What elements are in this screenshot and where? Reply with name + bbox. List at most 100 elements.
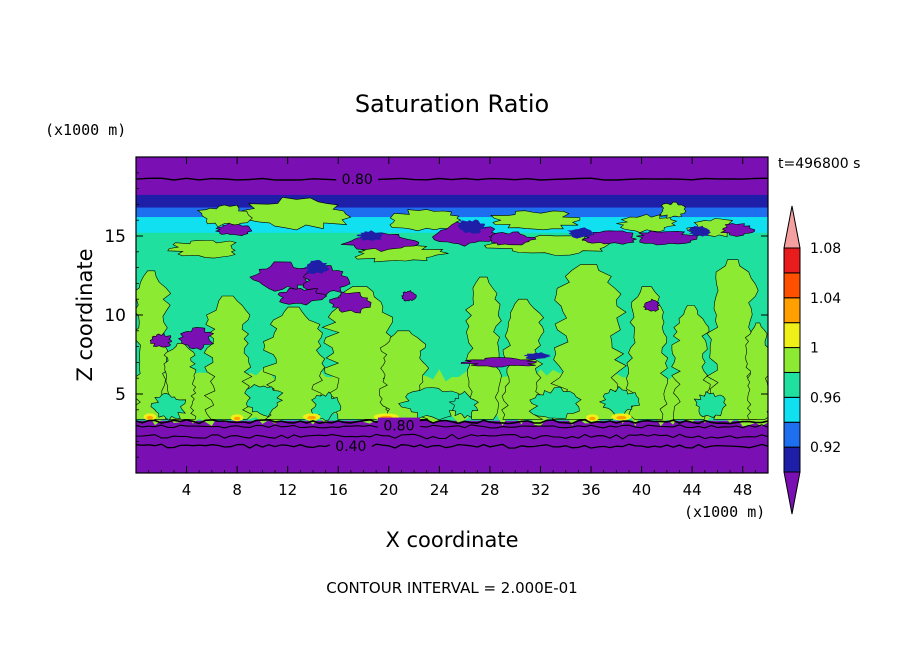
clear-air-pocket <box>150 392 187 421</box>
supersaturated-core <box>616 415 627 420</box>
upper-cloud-blob <box>389 209 467 232</box>
clear-air-pocket <box>244 384 284 417</box>
y-tick-label: 5 <box>115 385 126 405</box>
contour-field <box>136 157 768 473</box>
cloud-column <box>321 286 395 420</box>
contour-label-bg <box>336 171 379 187</box>
dry-patch <box>149 332 173 348</box>
x-tick-label: 20 <box>379 481 398 499</box>
x-tick-label: 4 <box>182 481 192 499</box>
x-unit-label: (x1000 m) <box>684 503 765 521</box>
colorbar-box <box>783 347 801 373</box>
colorbar-upper-triangle <box>783 205 801 249</box>
x-tick-label: 48 <box>733 481 752 499</box>
colorbar-box <box>783 396 801 423</box>
dark-blue-patch <box>523 352 552 360</box>
clear-air-pocket <box>528 386 582 419</box>
colorbar-tick-label: 1.08 <box>810 241 841 257</box>
cloud-column <box>744 322 768 420</box>
contour-label: 0.80 <box>383 419 414 435</box>
dark-blue-patch <box>457 219 487 234</box>
colorbar-box <box>783 446 801 473</box>
x-tick-label: 40 <box>632 481 651 499</box>
colorbar-lower-triangle <box>783 471 801 515</box>
clear-air-pocket <box>693 391 727 418</box>
dry-patch <box>340 232 420 252</box>
dry-patch <box>329 291 372 314</box>
dry-patch <box>636 230 698 246</box>
x-tick-label: 16 <box>329 481 348 499</box>
contour-label: 0.80 <box>342 172 373 188</box>
dry-patch <box>249 261 317 292</box>
x-tick-label: 36 <box>581 481 600 499</box>
cloud-column <box>203 295 253 420</box>
supersaturated-core <box>307 415 317 420</box>
contour-interval-label: CONTOUR INTERVAL = 2.000E-01 <box>326 579 577 597</box>
cloud-column <box>136 270 172 420</box>
dark-blue-patch <box>356 230 384 241</box>
contour-line-boundary-top <box>136 418 768 425</box>
dry-patch <box>720 223 755 237</box>
y-tick-label: 10 <box>104 306 126 326</box>
dry-patch <box>460 357 537 368</box>
contour-label: 0.40 <box>335 439 366 455</box>
contour-label-bg <box>329 438 372 454</box>
clear-air-pocket <box>310 391 342 422</box>
y-axis-label: Z coordinate <box>73 248 97 381</box>
colorbar-box <box>783 297 801 324</box>
y-unit-label: (x1000 m) <box>45 121 126 139</box>
clear-air-pocket <box>598 386 640 417</box>
upper-cloud-blob <box>490 210 581 231</box>
x-tick-label: 32 <box>531 481 550 499</box>
x-tick-label: 28 <box>480 481 499 499</box>
colorbar-box <box>783 371 801 398</box>
colorbar-tick-label: 1.04 <box>810 291 841 307</box>
dark-blue-patch <box>303 260 330 274</box>
cloud-column <box>671 305 711 420</box>
colorbar-tick-label: 0.92 <box>810 440 841 456</box>
x-axis-ticks: 4 8 12 16 20 24 28 32 36 40 44 48 <box>148 157 756 499</box>
x-tick-label: 24 <box>430 481 449 499</box>
contour-label-bg <box>377 417 420 433</box>
contour-line-0.40 <box>136 443 768 449</box>
colorbar-tick-label: 1 <box>810 341 819 357</box>
dry-patch <box>642 298 660 312</box>
colorbar-box <box>783 421 801 448</box>
x-tick-label: 12 <box>278 481 297 499</box>
dry-patch <box>177 327 215 351</box>
dark-blue-patch <box>687 225 711 237</box>
chart-title: Saturation Ratio <box>355 90 549 118</box>
supersaturated-core <box>146 415 154 420</box>
contour-line-0.60 <box>136 433 768 440</box>
contour-line-0.80-lower <box>136 424 768 429</box>
upper-cloud-blob <box>167 240 237 259</box>
dry-patch <box>581 230 638 245</box>
dry-patch <box>401 289 417 302</box>
dry-patch <box>490 231 537 246</box>
contour-lines <box>136 177 768 449</box>
x-tick-label: 44 <box>683 481 702 499</box>
upper-cloud-blob <box>616 213 678 233</box>
colorbar: 0.92 0.96 1 1.04 1.08 <box>783 205 841 515</box>
dark-blue-patch <box>566 227 597 239</box>
y-axis-ticks: 5 10 15 <box>104 172 768 458</box>
contour-labels: 0.80 0.80 0.40 <box>329 171 420 455</box>
supersaturated-core <box>233 416 241 421</box>
x-tick-label: 8 <box>232 481 242 499</box>
clear-air-pocket <box>398 387 464 421</box>
supersaturated-core <box>589 416 596 421</box>
y-tick-label: 15 <box>104 227 126 247</box>
colorbar-box <box>783 272 801 299</box>
contour-line-0.80-upper <box>136 177 768 181</box>
colorbar-box <box>783 322 801 349</box>
colorbar-box <box>783 247 801 274</box>
cloud-column <box>501 298 545 420</box>
x-axis-label: X coordinate <box>385 528 518 552</box>
cloud-column <box>465 276 502 420</box>
cloud-column <box>625 286 669 420</box>
dry-patch <box>277 287 328 306</box>
dry-patch <box>215 222 253 237</box>
colorbar-tick-label: 0.96 <box>810 390 841 406</box>
clear-air-pocket <box>448 390 479 419</box>
